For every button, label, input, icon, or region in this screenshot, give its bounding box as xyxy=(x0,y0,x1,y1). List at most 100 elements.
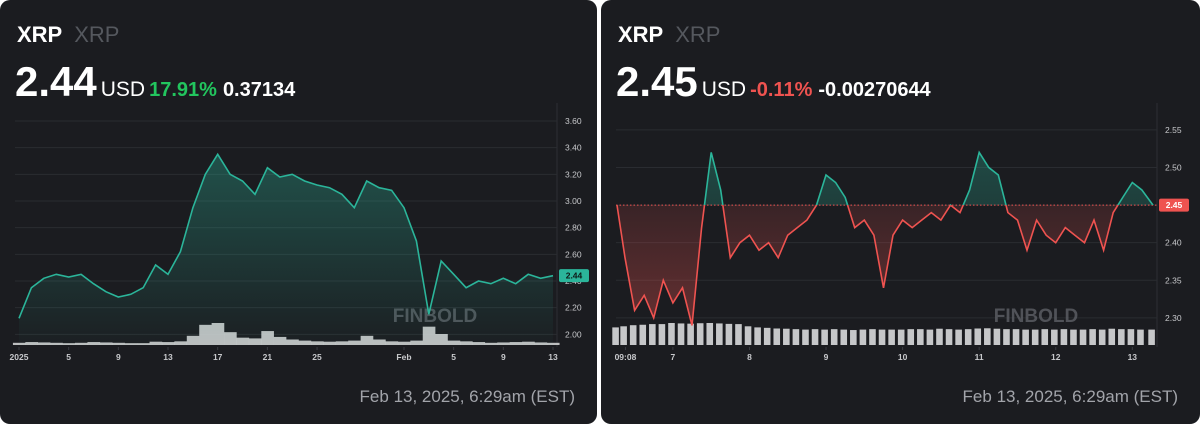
price-line: 2.45 USD -0.11% -0.00270644 xyxy=(616,58,932,105)
volume-bar xyxy=(993,328,1001,345)
volume-bar xyxy=(945,329,953,345)
x-tick-label: 13 xyxy=(1128,352,1138,362)
x-tick-label: 21 xyxy=(263,352,273,362)
volume-bar xyxy=(984,328,991,345)
y-tick-label: 2.35 xyxy=(1165,275,1182,285)
x-tick-label: 11 xyxy=(975,352,984,362)
symbol: XRP xyxy=(618,22,663,47)
x-tick-label: 9 xyxy=(501,352,506,362)
price-tag xyxy=(1159,198,1189,212)
asset-name: XRP xyxy=(675,22,720,47)
price-line-down xyxy=(616,205,1154,326)
y-tick-label: 3.40 xyxy=(565,143,582,153)
y-tick-label: 2.80 xyxy=(565,223,582,233)
volume-bar xyxy=(936,328,943,345)
price-tag-label: 2.45 xyxy=(1166,200,1183,210)
x-tick-label: 5 xyxy=(451,352,456,362)
x-tick-label: 9 xyxy=(824,352,829,362)
currency: USD xyxy=(702,78,746,101)
volume-bar xyxy=(1041,329,1049,345)
x-tick-label: 13 xyxy=(163,352,173,362)
volume-bar xyxy=(907,329,915,345)
volume-bar xyxy=(754,327,761,345)
volume-bar xyxy=(773,328,781,345)
watermark: FINBOLD xyxy=(994,306,1078,327)
price-area xyxy=(19,154,553,345)
currency: USD xyxy=(101,78,145,101)
volume-bar xyxy=(821,329,828,345)
volume-bar xyxy=(792,329,800,345)
volume-bar xyxy=(926,329,934,345)
x-tick-label: 13 xyxy=(548,352,558,362)
volume-bar xyxy=(1137,329,1144,345)
volume-bar xyxy=(783,328,790,345)
x-tick-label: 9 xyxy=(116,352,121,362)
volume-bar xyxy=(1003,329,1010,345)
volume-bar xyxy=(1118,329,1125,345)
volume-bar xyxy=(1031,329,1039,345)
volume-bar xyxy=(696,323,704,345)
asset-name: XRP xyxy=(74,22,119,47)
volume-bar xyxy=(546,342,560,345)
volume-bar xyxy=(850,330,857,345)
volume-bar xyxy=(802,329,809,345)
price-line: 2.44 USD 17.91% 0.37134 xyxy=(15,58,296,105)
volume-bar xyxy=(1022,329,1029,345)
x-tick-label: 8 xyxy=(747,352,752,362)
volume-bar xyxy=(763,327,771,345)
volume-bar xyxy=(687,323,694,345)
x-tick-label: 25 xyxy=(312,352,322,362)
y-tick-label: 2.40 xyxy=(1165,238,1182,248)
volume-bar xyxy=(658,324,666,345)
ticker-header: XRP XRP xyxy=(618,22,721,47)
y-tick-label: 2.00 xyxy=(565,329,582,339)
volume-bar xyxy=(1148,329,1155,345)
volume-bar xyxy=(716,323,723,345)
volume-bar xyxy=(706,323,714,345)
x-tick-label: 17 xyxy=(213,352,223,362)
y-tick-label: 3.00 xyxy=(565,196,582,206)
y-tick-label: 2.60 xyxy=(565,249,582,259)
volume-bar xyxy=(897,329,905,345)
volume-bar xyxy=(1098,329,1106,345)
change-percent: 17.91% xyxy=(149,79,217,101)
volume-bar xyxy=(917,329,924,345)
volume-bar xyxy=(1060,329,1068,345)
y-tick-label: 2.55 xyxy=(1165,125,1182,135)
x-tick-label: Feb xyxy=(396,352,411,362)
volume-bar xyxy=(620,326,627,345)
price-area-down xyxy=(617,205,1153,326)
volume-bar xyxy=(1108,328,1116,345)
volume-bar xyxy=(1079,329,1087,345)
volume-bar xyxy=(677,323,685,345)
volume-bar xyxy=(735,324,742,345)
timestamp: Feb 13, 2025, 6:29am (EST) xyxy=(963,387,1178,406)
volume-bar xyxy=(639,324,647,345)
volume-bar xyxy=(1051,329,1058,345)
change: -0.00270644 xyxy=(818,79,931,101)
y-tick-label: 2.30 xyxy=(1165,313,1182,323)
x-tick-label: 2025 xyxy=(10,352,29,362)
x-tick-label: 7 xyxy=(671,352,676,362)
volume-bar xyxy=(840,329,848,345)
volume-bar xyxy=(830,329,838,345)
price-tag-label: 2.44 xyxy=(566,271,583,281)
symbol: XRP xyxy=(17,22,62,47)
y-tick-label: 2.20 xyxy=(565,303,582,313)
price-line xyxy=(18,152,554,319)
price-line-up xyxy=(617,150,1154,206)
volume-bar xyxy=(878,329,886,345)
y-tick-label: 3.20 xyxy=(565,169,582,179)
volume-bar xyxy=(811,329,819,345)
volume-bar xyxy=(859,329,867,345)
volume-bar xyxy=(668,323,675,345)
volume-bar xyxy=(1127,329,1135,345)
volume-bar xyxy=(612,327,619,345)
volume-bar xyxy=(1070,329,1077,345)
y-tick-label: 3.60 xyxy=(565,116,582,126)
volume-bar xyxy=(869,329,876,345)
x-tick-label: 09:08 xyxy=(615,352,637,362)
volume-bar xyxy=(888,329,895,345)
y-tick-label: 2.50 xyxy=(1165,162,1182,172)
